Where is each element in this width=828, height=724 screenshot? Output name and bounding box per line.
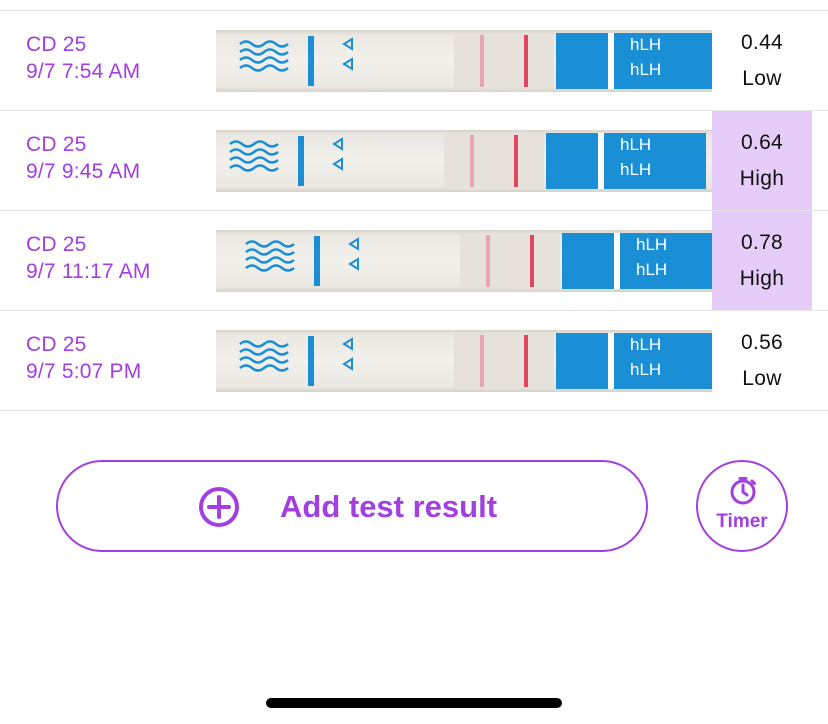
add-test-result-label: Add test result xyxy=(280,489,498,524)
strip-brand-label: hLH xyxy=(630,60,661,79)
test-datetime-label: 9/7 5:07 PM xyxy=(26,360,142,383)
test-result-row[interactable]: CD 25 9/7 5:07 PM hLH hLH 0.56 Low xyxy=(0,311,828,411)
test-strip-photo: hLH hLH xyxy=(216,330,712,392)
timer-button[interactable]: Timer xyxy=(696,460,788,552)
strip-brand-label: hLH xyxy=(630,35,661,54)
test-date: CD 25 9/7 7:54 AM xyxy=(26,31,140,85)
test-strip-photo: hLH hLH xyxy=(216,30,712,92)
strip-brand-label: hLH xyxy=(636,260,667,279)
strip-brand-label: hLH xyxy=(620,135,651,154)
cycle-day-label: CD 25 xyxy=(26,133,87,156)
add-test-result-button[interactable]: Add test result xyxy=(56,460,648,552)
result-cell: 0.44 Low xyxy=(712,11,812,110)
top-divider xyxy=(0,10,828,11)
home-indicator xyxy=(266,698,562,708)
result-cell: 0.64 High xyxy=(712,111,812,210)
result-reading: 0.64 xyxy=(740,131,784,154)
test-datetime-label: 9/7 9:45 AM xyxy=(26,160,141,183)
plus-circle-icon xyxy=(199,487,239,527)
result-level: Low xyxy=(742,367,782,390)
test-line xyxy=(514,135,518,187)
control-line xyxy=(480,335,484,387)
cycle-day-label: CD 25 xyxy=(26,333,87,356)
timer-label: Timer xyxy=(716,511,768,532)
cycle-day-label: CD 25 xyxy=(26,33,87,56)
stopwatch-icon xyxy=(730,477,756,505)
test-date: CD 25 9/7 9:45 AM xyxy=(26,131,140,185)
strip-brand-label: hLH xyxy=(636,235,667,254)
control-line xyxy=(480,35,484,87)
result-reading: 0.78 xyxy=(740,231,784,254)
strip-brand-label: hLH xyxy=(630,360,661,379)
test-results-list: CD 25 9/7 7:54 AM hLH hLH 0.44 Low CD 25… xyxy=(0,11,828,411)
result-level: High xyxy=(739,167,785,190)
test-line xyxy=(524,35,528,87)
test-date: CD 25 9/7 5:07 PM xyxy=(26,331,141,385)
result-level: Low xyxy=(742,67,782,90)
test-datetime-label: 9/7 11:17 AM xyxy=(26,260,151,283)
result-cell: 0.56 Low xyxy=(712,311,812,410)
cycle-day-label: CD 25 xyxy=(26,233,87,256)
test-line xyxy=(524,335,528,387)
test-result-row[interactable]: CD 25 9/7 7:54 AM hLH hLH 0.44 Low xyxy=(0,11,828,111)
result-cell: 0.78 High xyxy=(712,211,812,310)
test-result-row[interactable]: CD 25 9/7 9:45 AM hLH hLH 0.64 High xyxy=(0,111,828,211)
strip-brand-label: hLH xyxy=(630,335,661,354)
test-strip-photo: hLH hLH xyxy=(216,230,712,292)
test-datetime-label: 9/7 7:54 AM xyxy=(26,60,141,83)
result-level: High xyxy=(739,267,785,290)
control-line xyxy=(486,235,490,287)
strip-brand-label: hLH xyxy=(620,160,651,179)
result-reading: 0.44 xyxy=(740,31,784,54)
test-result-row[interactable]: CD 25 9/7 11:17 AM hLH hLH 0.78 High xyxy=(0,211,828,311)
control-line xyxy=(470,135,474,187)
test-line xyxy=(530,235,534,287)
test-strip-photo: hLH hLH xyxy=(216,130,712,192)
test-date: CD 25 9/7 11:17 AM xyxy=(26,231,151,285)
result-reading: 0.56 xyxy=(740,331,784,354)
